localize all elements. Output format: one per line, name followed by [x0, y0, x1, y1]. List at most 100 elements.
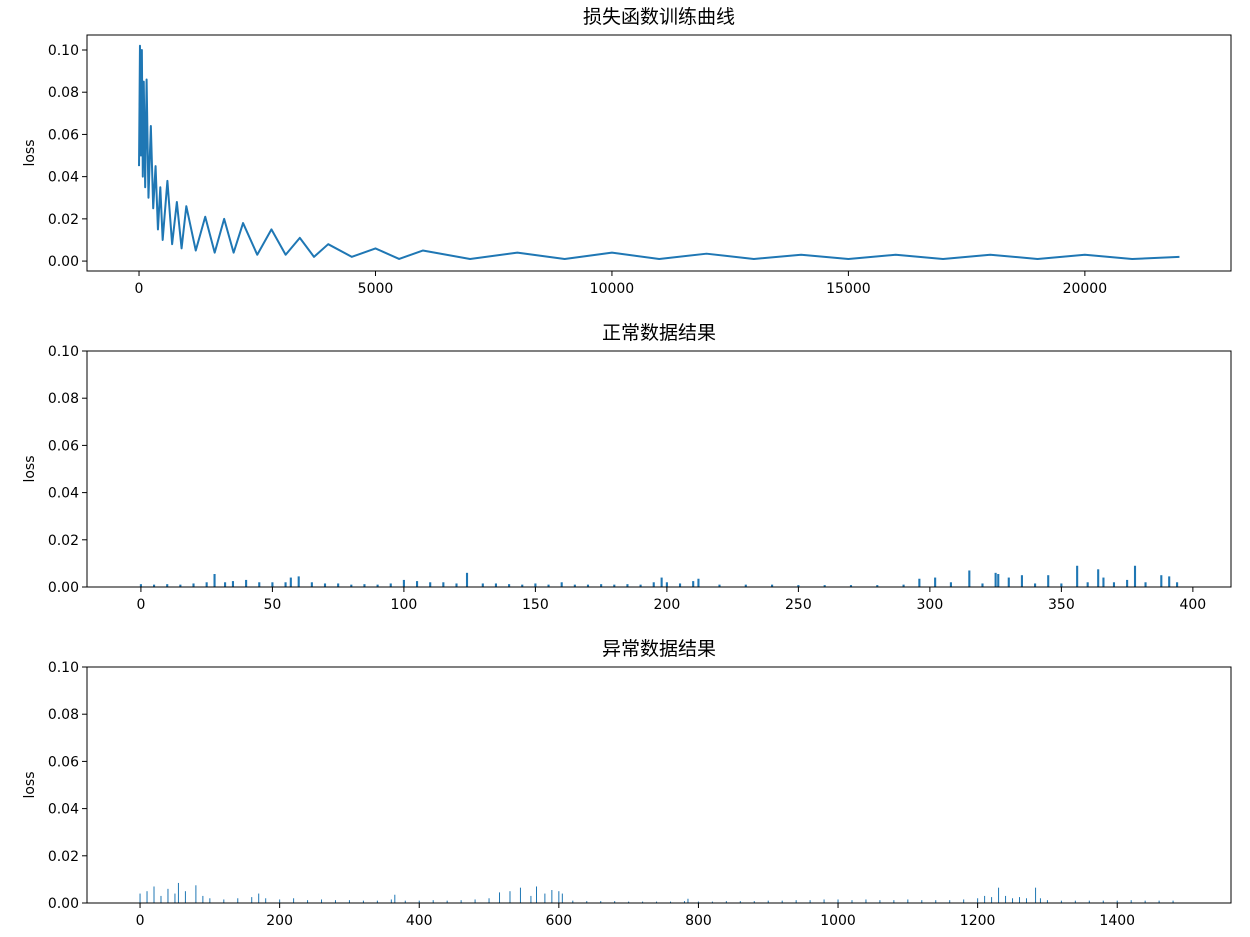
bar	[376, 584, 379, 587]
bar	[1126, 579, 1129, 587]
bar	[1097, 569, 1100, 587]
y-axis-label: loss	[22, 139, 38, 166]
bar	[284, 582, 287, 587]
bar	[1133, 565, 1137, 587]
bar	[626, 584, 629, 587]
bar	[432, 900, 434, 903]
y-tick-label: 0.08	[48, 391, 79, 407]
bar	[656, 901, 658, 903]
y-tick-label: 0.02	[48, 533, 79, 549]
bar	[1158, 900, 1160, 903]
bar	[823, 899, 825, 903]
bar	[963, 899, 965, 903]
bar	[139, 893, 141, 903]
bar	[547, 584, 550, 587]
y-tick-label: 0.08	[48, 707, 79, 723]
bar	[508, 584, 511, 587]
bar	[209, 898, 211, 903]
bar	[488, 898, 490, 903]
bar	[223, 899, 225, 903]
bar	[1060, 583, 1063, 587]
bar	[460, 900, 462, 903]
bar	[1112, 582, 1116, 587]
bar	[994, 572, 997, 587]
bar	[573, 584, 576, 587]
bar	[205, 582, 208, 587]
bar	[321, 899, 323, 903]
bar	[1046, 900, 1048, 903]
bar	[251, 897, 253, 903]
bar	[224, 582, 227, 587]
bar	[692, 581, 695, 587]
bar	[519, 887, 521, 903]
bar	[348, 900, 350, 903]
bar	[795, 900, 797, 903]
bar	[446, 900, 448, 903]
x-tick-label: 0	[135, 281, 144, 297]
bar	[613, 584, 616, 587]
bar	[245, 579, 248, 587]
x-tick-label: 200	[654, 597, 681, 613]
y-tick-label: 0.06	[48, 438, 79, 454]
bar	[744, 584, 747, 587]
bar	[1035, 887, 1037, 903]
bar	[184, 891, 186, 903]
x-tick-label: 0	[136, 913, 145, 929]
bar	[600, 584, 603, 587]
bar	[614, 901, 616, 903]
y-tick-label: 0.00	[48, 254, 79, 270]
axes-frame	[86, 666, 1232, 904]
bar	[572, 900, 574, 903]
bar	[771, 584, 774, 587]
y-tick-label: 0.06	[48, 754, 79, 770]
bar	[1102, 900, 1104, 903]
x-tick-label: 15000	[826, 281, 871, 297]
bar	[670, 901, 672, 903]
bar	[389, 583, 392, 587]
bar	[683, 901, 685, 903]
bar	[1025, 898, 1027, 903]
bar	[544, 893, 546, 903]
bar	[642, 901, 644, 903]
bar	[394, 894, 396, 903]
bar	[984, 895, 986, 903]
bar	[1168, 576, 1171, 587]
bar	[153, 584, 156, 587]
bar	[998, 887, 1000, 903]
bar	[1102, 577, 1105, 587]
y-tick-label: 0.04	[48, 170, 79, 186]
bar	[711, 901, 713, 903]
x-tick-label: 400	[406, 913, 433, 929]
bar	[678, 583, 682, 587]
x-tick-label: 1200	[960, 913, 996, 929]
bar	[997, 574, 1000, 587]
bar	[1144, 582, 1147, 587]
bar	[536, 886, 538, 903]
bar	[258, 893, 260, 903]
bar	[1074, 900, 1076, 903]
bar	[167, 888, 169, 903]
bar	[334, 900, 336, 903]
bar	[376, 900, 378, 903]
bar	[697, 578, 700, 587]
bar	[1012, 898, 1014, 903]
bar	[1172, 900, 1174, 903]
bar	[1005, 895, 1007, 903]
bar	[600, 901, 602, 903]
bar	[991, 897, 993, 903]
bar	[823, 585, 826, 587]
x-tick-label: 1000	[820, 913, 856, 929]
bar	[307, 900, 309, 903]
bar	[534, 583, 537, 587]
chart-title: 异常数据结果	[602, 638, 716, 660]
bar	[1160, 575, 1163, 587]
bar	[687, 898, 689, 903]
bar	[402, 579, 405, 587]
bar	[1019, 897, 1021, 903]
bar	[213, 574, 216, 587]
bar	[177, 882, 179, 903]
bar	[231, 581, 235, 587]
bar	[628, 901, 630, 903]
bar	[337, 583, 340, 587]
